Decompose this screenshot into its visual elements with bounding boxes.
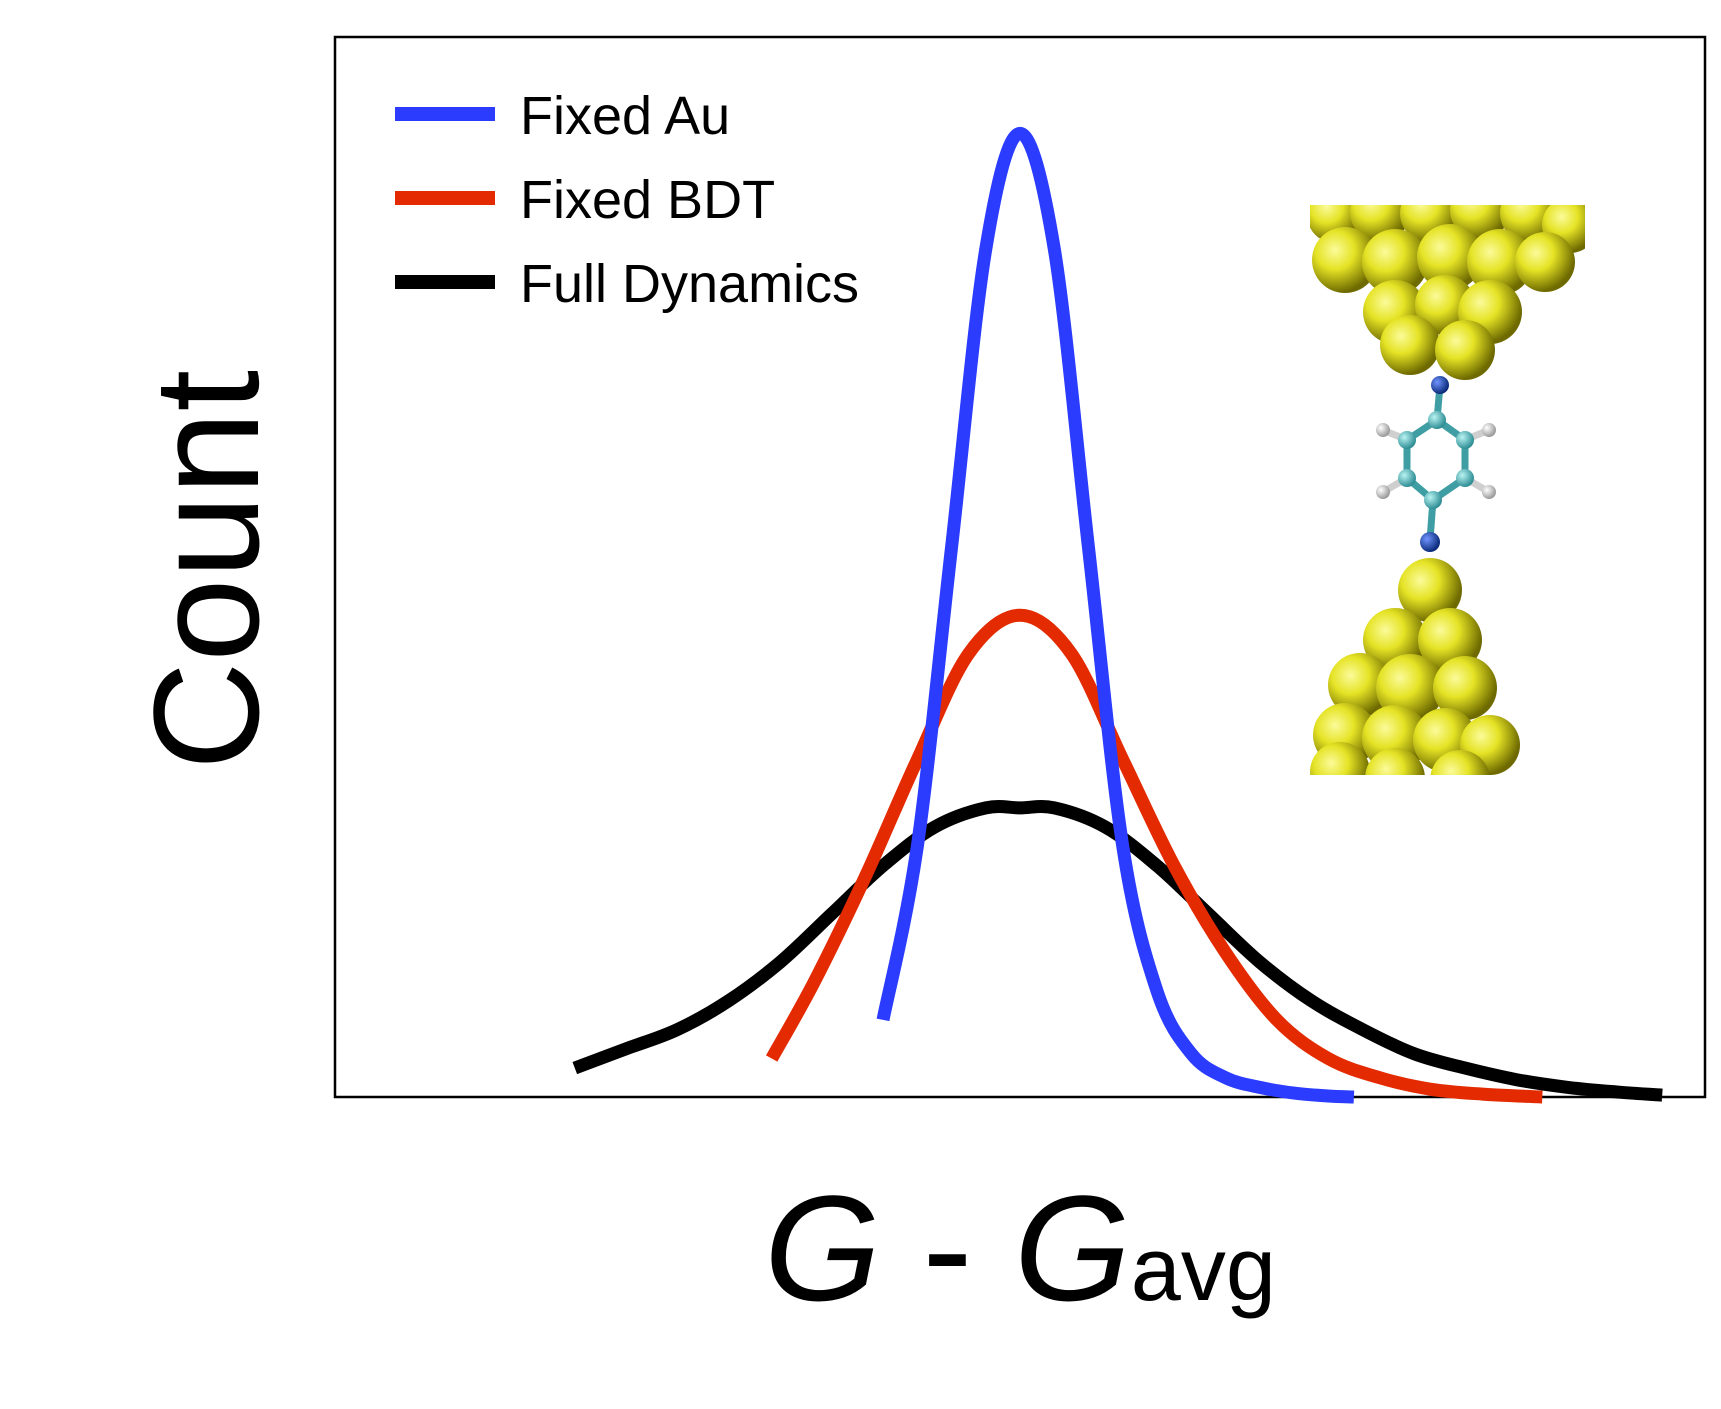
legend-label-fixed-bdt: Fixed BDT	[520, 170, 775, 230]
x-axis-label-subscript: avg	[1131, 1220, 1276, 1320]
molecule-inset-image	[1310, 205, 1585, 775]
series-line-full-dynamics	[572, 799, 1663, 1102]
gold-cluster-bottom	[1310, 558, 1520, 775]
legend-label-fixed-au: Fixed Au	[520, 86, 730, 146]
legend-label-full-dynamics: Full Dynamics	[520, 254, 859, 314]
series-line-fixed-bdt	[766, 608, 1543, 1104]
x-axis-label-sep: -	[881, 1164, 1014, 1332]
series-layer	[572, 126, 1663, 1104]
series-line-fixed-au	[876, 126, 1355, 1104]
x-axis-label: G - Gavg	[764, 1164, 1276, 1332]
gold-cluster-top	[1310, 205, 1585, 380]
y-axis-label: Count	[122, 370, 290, 770]
legend: Fixed Au Fixed BDT Full Dynamics	[395, 86, 859, 314]
x-axis-label-var2: G	[1014, 1164, 1131, 1332]
x-axis-label-var: G	[764, 1164, 881, 1332]
